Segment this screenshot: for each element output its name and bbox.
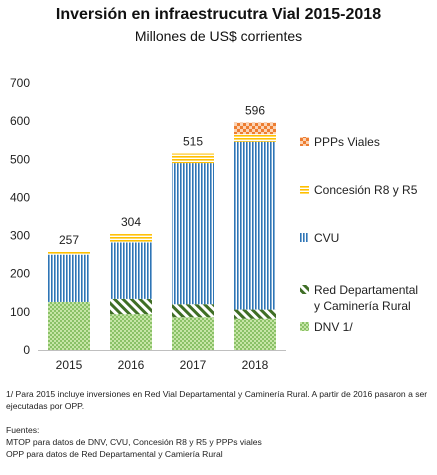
chart-title: Inversión en infraestrucutra Vial 2015-2…: [55, 6, 382, 23]
y-tick-label: 100: [10, 305, 30, 319]
bar-segment: [172, 304, 214, 318]
legend-label: DNV 1/: [314, 320, 353, 334]
bar-segment: [48, 251, 90, 255]
bar-segment: [234, 134, 276, 142]
bar-segment: [110, 234, 152, 243]
bar-segment: [172, 317, 214, 350]
bar-segment: [110, 242, 152, 299]
bar-total-label: 515: [183, 135, 203, 149]
source-line-2: OPP para datos de Red Departamental y Ca…: [6, 449, 223, 459]
legend-label: Concesión R8 y R5: [314, 183, 418, 197]
footnote: 1/ Para 2015 incluye inversiones en Red …: [6, 389, 428, 411]
bar-segment: [110, 314, 152, 350]
source-line-1: MTOP para datos de DNV, CVU, Concesión R…: [6, 437, 262, 447]
legend-swatch: [300, 185, 309, 194]
y-tick-label: 700: [10, 76, 30, 90]
chart-notes: 1/ Para 2015 incluye inversiones en Red …: [6, 388, 431, 460]
legend-swatch: [300, 322, 309, 331]
bar-segment: [172, 163, 214, 305]
legend-label: CVU: [314, 231, 339, 245]
chart-subtitle: Millones de US$ corrientes: [134, 28, 303, 44]
bar-total-label: 304: [121, 215, 141, 229]
legend-label: PPPs Viales: [314, 135, 380, 149]
stacked-bar-chart: 0 100 200 300 400 500 600 700 257 304 515 596 2015…: [10, 76, 418, 372]
bar-segment: [110, 298, 152, 315]
bar-total-label: 257: [59, 233, 79, 247]
bar-segment: [234, 318, 276, 350]
x-tick-label: 2016: [118, 358, 145, 372]
y-axis: 0 100 200 300 400 500 600 700: [10, 76, 286, 357]
x-axis-labels: 2015 2016 2017 2018: [56, 358, 269, 372]
legend-swatch: [300, 285, 309, 294]
y-tick-label: 500: [10, 152, 30, 166]
bar-segment: [234, 309, 276, 319]
y-tick-label: 0: [23, 343, 30, 357]
bar-segment: [234, 141, 276, 310]
y-tick-label: 600: [10, 114, 30, 128]
legend-swatch: [300, 233, 309, 242]
y-tick-label: 300: [10, 229, 30, 243]
x-tick-label: 2017: [180, 358, 207, 372]
bar-totals: 257 304 515 596: [59, 104, 265, 247]
bar-segment: [234, 122, 276, 135]
bars: [48, 122, 276, 350]
legend-swatch: [300, 137, 309, 146]
bar-segment: [48, 301, 90, 350]
y-tick-label: 400: [10, 190, 30, 204]
x-tick-label: 2018: [242, 358, 269, 372]
bar-segment: [172, 153, 214, 164]
x-tick-label: 2015: [56, 358, 83, 372]
bar-segment: [48, 254, 90, 302]
legend: PPPs Viales Concesión R8 y R5 CVU Red Depar…: [300, 135, 418, 334]
legend-label: Red Departamental y Caminería Rural: [314, 283, 418, 313]
y-tick-label: 200: [10, 267, 30, 281]
bar-total-label: 596: [245, 104, 265, 118]
sources-title: Fuentes:: [6, 425, 40, 435]
